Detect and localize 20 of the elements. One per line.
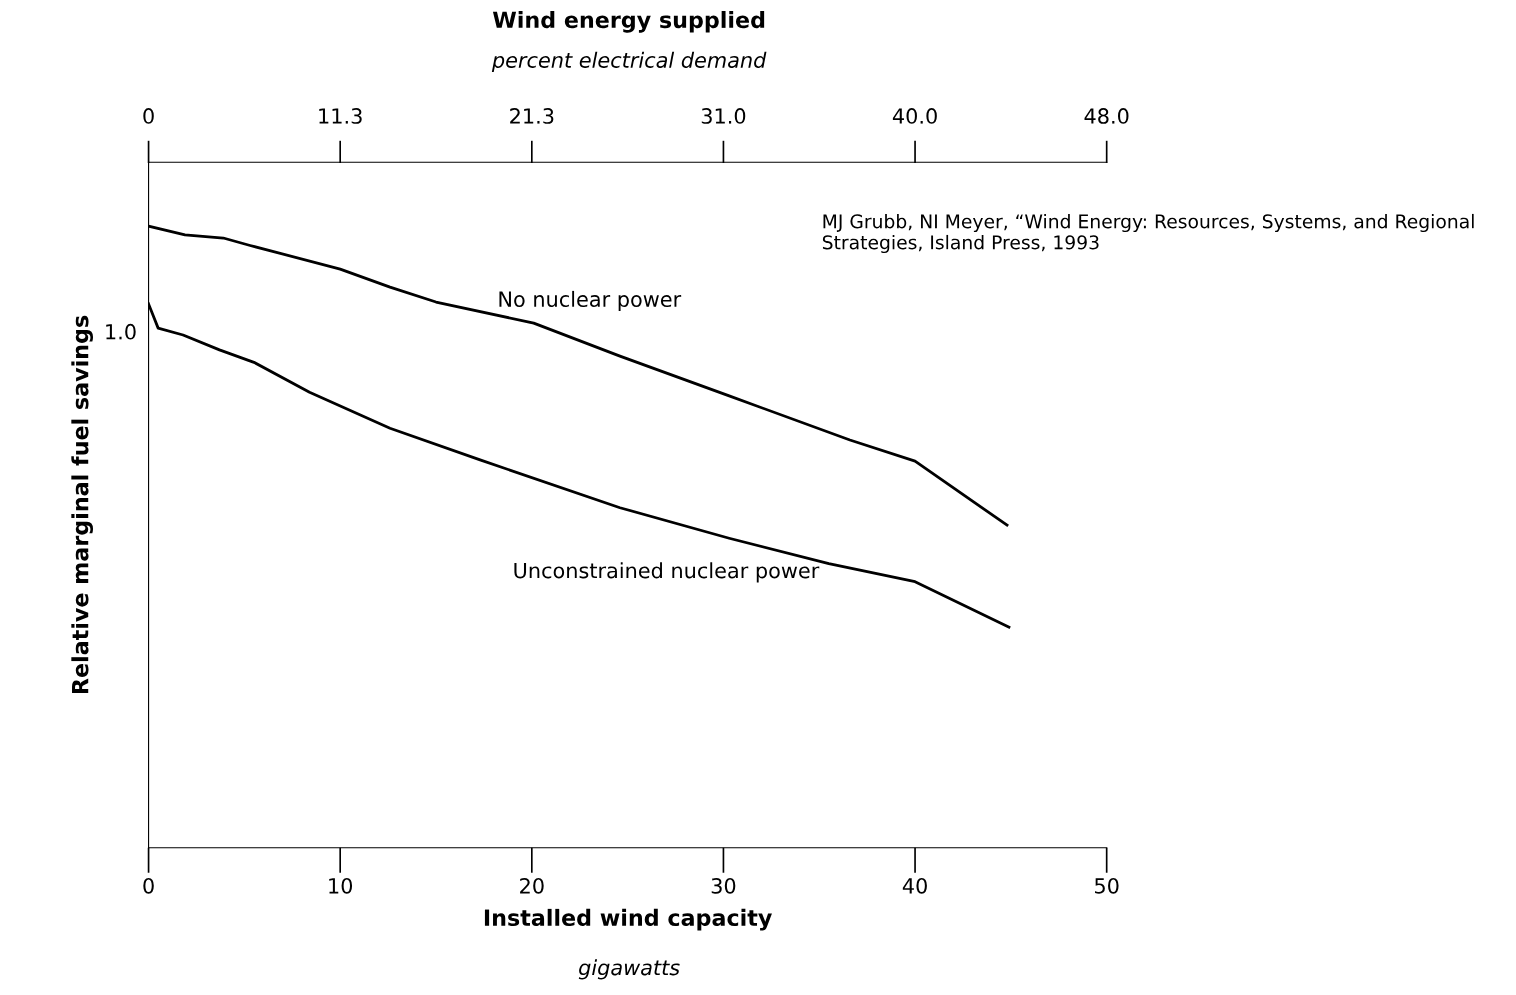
text: 21.3	[510, 108, 554, 124]
chart-title: Wind energy supplied	[492, 10, 765, 33]
x-tick-label: 30	[711, 877, 736, 894]
text: 48.0	[1084, 108, 1129, 124]
chart-subtitle: percent electrical demand	[491, 51, 767, 72]
x-tick-label: 40	[902, 877, 927, 894]
text: Installed wind capacity gigawatts	[484, 908, 772, 980]
x-tick-label: 50	[1095, 877, 1119, 894]
series-label: Unconstrained nuclear power	[514, 562, 820, 583]
y-axis-title: Relative marginal fuel savings	[71, 315, 94, 694]
series-label: No nuclear power	[499, 290, 682, 312]
text: 11.3	[319, 108, 362, 124]
x-tick-label: 20	[520, 877, 544, 894]
text: 0	[143, 108, 154, 124]
text: 40.0	[892, 108, 937, 124]
x-tick-label: 10	[329, 877, 353, 894]
annotation: MJ Grubb, NI Meyer, “Wind Energy: Resources, Systems, and Regional Strategies, Island Press, 1993	[822, 213, 1474, 254]
x-tick-label: 0	[143, 877, 154, 894]
text: 1.0	[106, 323, 136, 340]
text: 31.0	[701, 108, 746, 124]
